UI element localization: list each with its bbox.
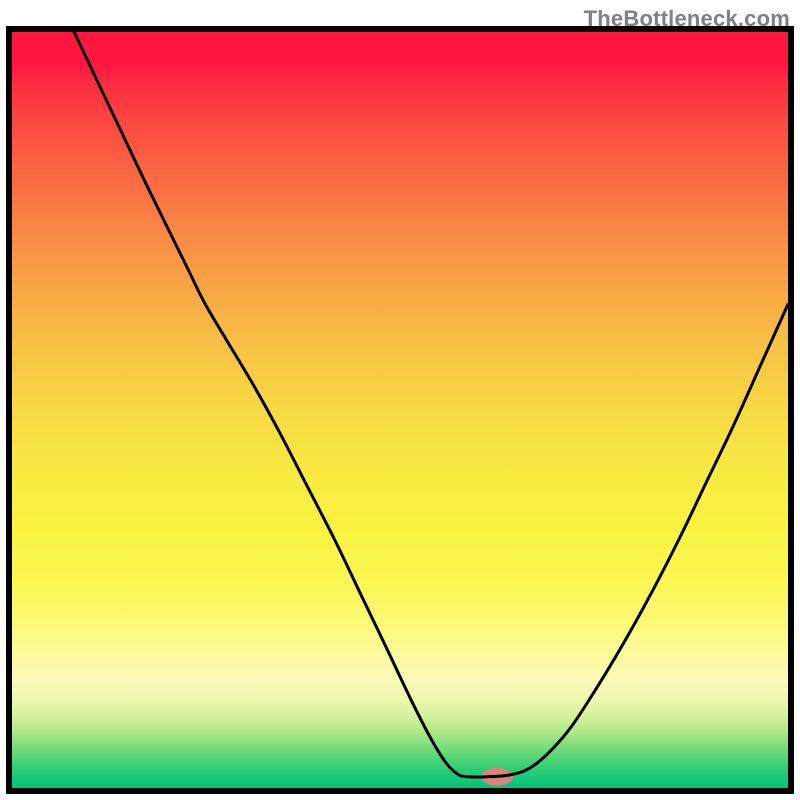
chart-svg <box>0 0 800 800</box>
bottleneck-chart: TheBottleneck.com <box>0 0 800 800</box>
